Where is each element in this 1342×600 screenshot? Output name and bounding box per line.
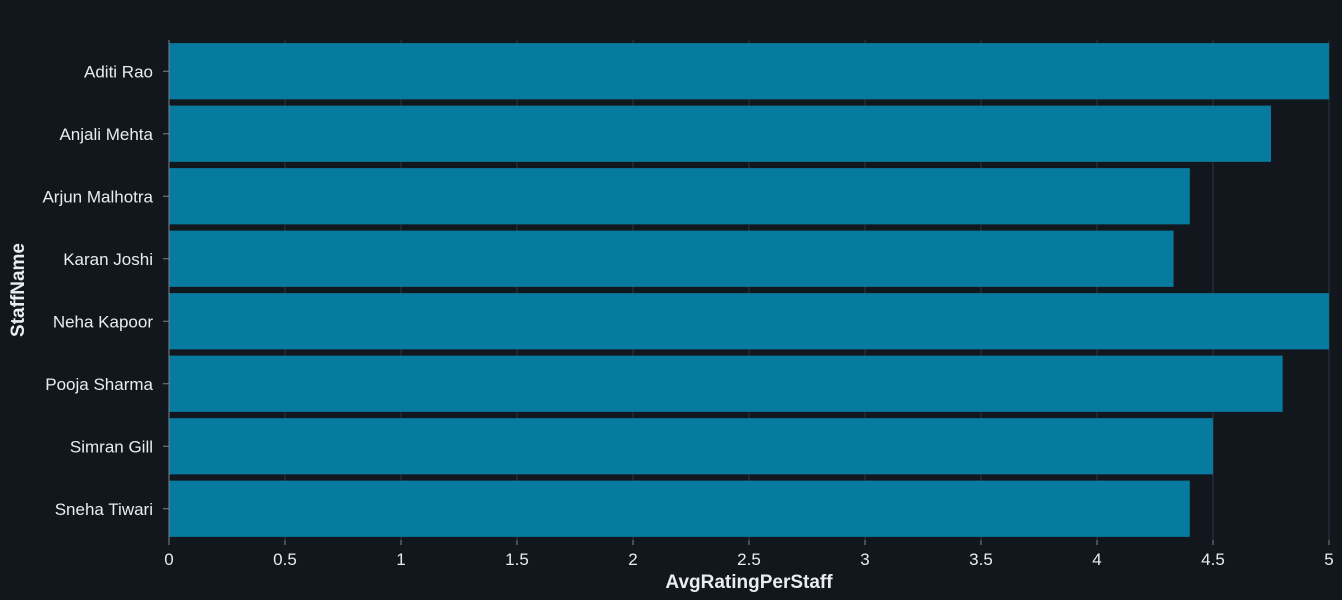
bar: [169, 168, 1190, 225]
bars: [169, 43, 1329, 537]
y-tick-label: Aditi Rao: [84, 62, 153, 81]
y-tick-label: Karan Joshi: [63, 250, 153, 269]
x-tick-label: 0.5: [273, 550, 297, 569]
x-tick-label: 4: [1092, 550, 1101, 569]
bar: [169, 293, 1329, 350]
bar: [169, 480, 1190, 537]
x-tick-label: 1.5: [505, 550, 529, 569]
bar: [169, 355, 1283, 412]
y-tick-label: Anjali Mehta: [59, 125, 153, 144]
bar: [169, 418, 1213, 475]
y-axis-title: StaffName: [8, 243, 29, 337]
x-tick-label: 4.5: [1201, 550, 1225, 569]
x-tick-label: 1: [396, 550, 405, 569]
x-tick-label: 0: [164, 550, 173, 569]
y-tick-label: Neha Kapoor: [53, 312, 154, 331]
x-tick-label: 2.5: [737, 550, 761, 569]
y-tick-label: Sneha Tiwari: [55, 500, 153, 519]
x-tick-label: 3: [860, 550, 869, 569]
x-tick-label: 3.5: [969, 550, 993, 569]
x-axis-title: AvgRatingPerStaff: [665, 572, 833, 593]
y-tick-label: Simran Gill: [70, 437, 153, 456]
y-tick-label: Arjun Malhotra: [42, 187, 153, 206]
y-axis: Aditi Rao Anjali Mehta Arjun Malhotra Karan…: [42, 40, 170, 540]
bar: [169, 105, 1271, 162]
y-tick-label: Pooja Sharma: [45, 375, 153, 394]
x-tick-label: 5: [1324, 550, 1333, 569]
x-tick-label: 2: [628, 550, 637, 569]
bar: [169, 230, 1174, 287]
x-axis: 0 0.5 1 1.5 2 2.5 3 3.5 4 4.5 5: [164, 540, 1334, 569]
bar: [169, 43, 1329, 100]
